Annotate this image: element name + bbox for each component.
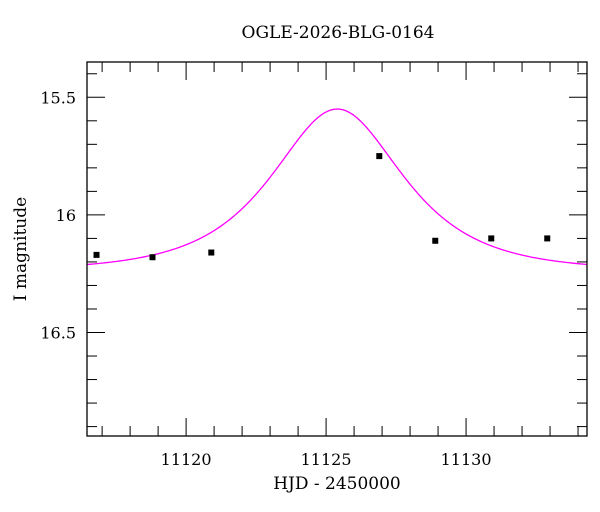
svg-text:15.5: 15.5 [40, 88, 76, 107]
data-point [432, 237, 439, 244]
svg-text:11120: 11120 [161, 450, 212, 469]
axis-ticks [87, 62, 587, 436]
data-point [93, 251, 100, 258]
svg-text:16: 16 [56, 206, 76, 225]
data-point [488, 235, 495, 242]
data-point [208, 249, 215, 256]
chart-title: OGLE-2026-BLG-0164 [241, 23, 435, 43]
plot-frame [86, 61, 588, 437]
data-point [544, 235, 551, 242]
data-points [93, 153, 551, 261]
svg-text:11125: 11125 [301, 450, 352, 469]
data-point [376, 153, 383, 160]
model-curve [86, 108, 588, 266]
data-point [149, 254, 156, 261]
tick-labels: 11120 11125 11130 15.5 16 16.5 [40, 88, 491, 469]
x-axis-label: HJD - 2450000 [273, 474, 401, 494]
svg-text:16.5: 16.5 [40, 324, 76, 343]
svg-text:11130: 11130 [441, 450, 492, 469]
